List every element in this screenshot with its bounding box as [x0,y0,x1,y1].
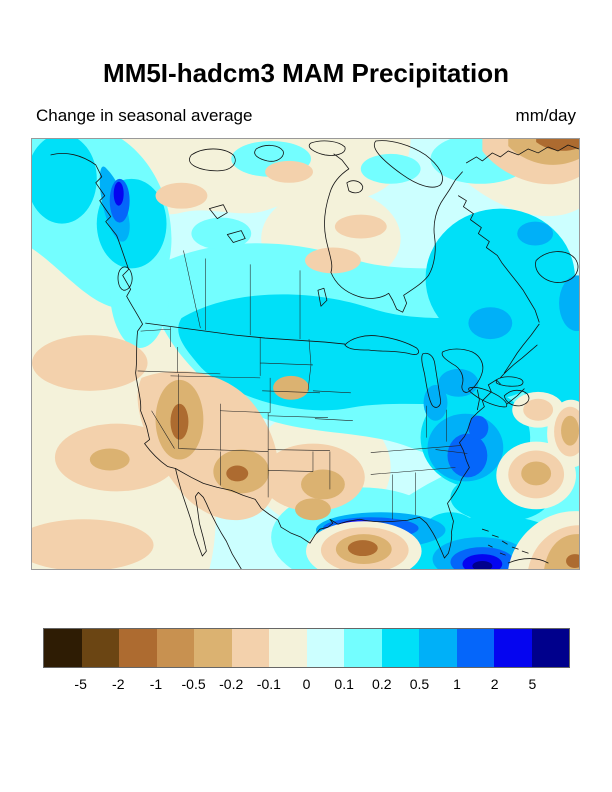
map-coastline-layer [50,140,579,569]
colorbar-swatch [456,629,494,667]
precipitation-map [31,138,580,570]
colorbar-swatches [44,629,569,667]
colorbar [43,628,570,668]
subtitle-left: Change in seasonal average [36,106,253,125]
subtitle-row: Change in seasonal average mm/day [36,106,576,126]
colorbar-tick-label: 1 [453,676,461,692]
map-stateborder-layer [137,250,468,520]
colorbar-tick-label: -2 [112,676,125,692]
colorbar-swatch [81,629,119,667]
colorbar-swatch [269,629,307,667]
figure-title: MM5I-hadcm3 MAM Precipitation [103,58,509,88]
colorbar-swatch [194,629,232,667]
colorbar-labels: -5 -2 -1 -0.5 -0.2 -0.1 0 0.1 0.2 0.5 1 2 5 [43,676,570,696]
colorbar-tick-label: -0.1 [256,676,281,692]
colorbar-swatch [419,629,457,667]
colorbar-tick-label: 0.1 [334,676,354,692]
colorbar-tick-label: 5 [528,676,537,692]
map-canvas [32,139,579,569]
colorbar-swatch [231,629,269,667]
colorbar-swatch [344,629,382,667]
colorbar-tick-label: 0 [302,676,311,692]
colorbar-swatch [531,629,569,667]
colorbar-tick-label: -0.5 [181,676,206,692]
colorbar-swatch [156,629,194,667]
colorbar-swatch [306,629,344,667]
map-dry-anomaly-layer [32,139,579,569]
colorbar-swatch [381,629,419,667]
units-label: mm/day [515,106,576,125]
colorbar-tick-label: -5 [74,676,87,692]
colorbar-swatch [494,629,532,667]
colorbar-tick-label: -1 [149,676,163,692]
colorbar-swatch [119,629,157,667]
colorbar-swatch [44,629,82,667]
colorbar-tick-label: 0.2 [372,676,392,692]
colorbar-tick-label: 2 [490,676,499,692]
colorbar-tick-label: -0.2 [219,676,244,692]
colorbar-tick-label: 0.5 [409,676,430,692]
